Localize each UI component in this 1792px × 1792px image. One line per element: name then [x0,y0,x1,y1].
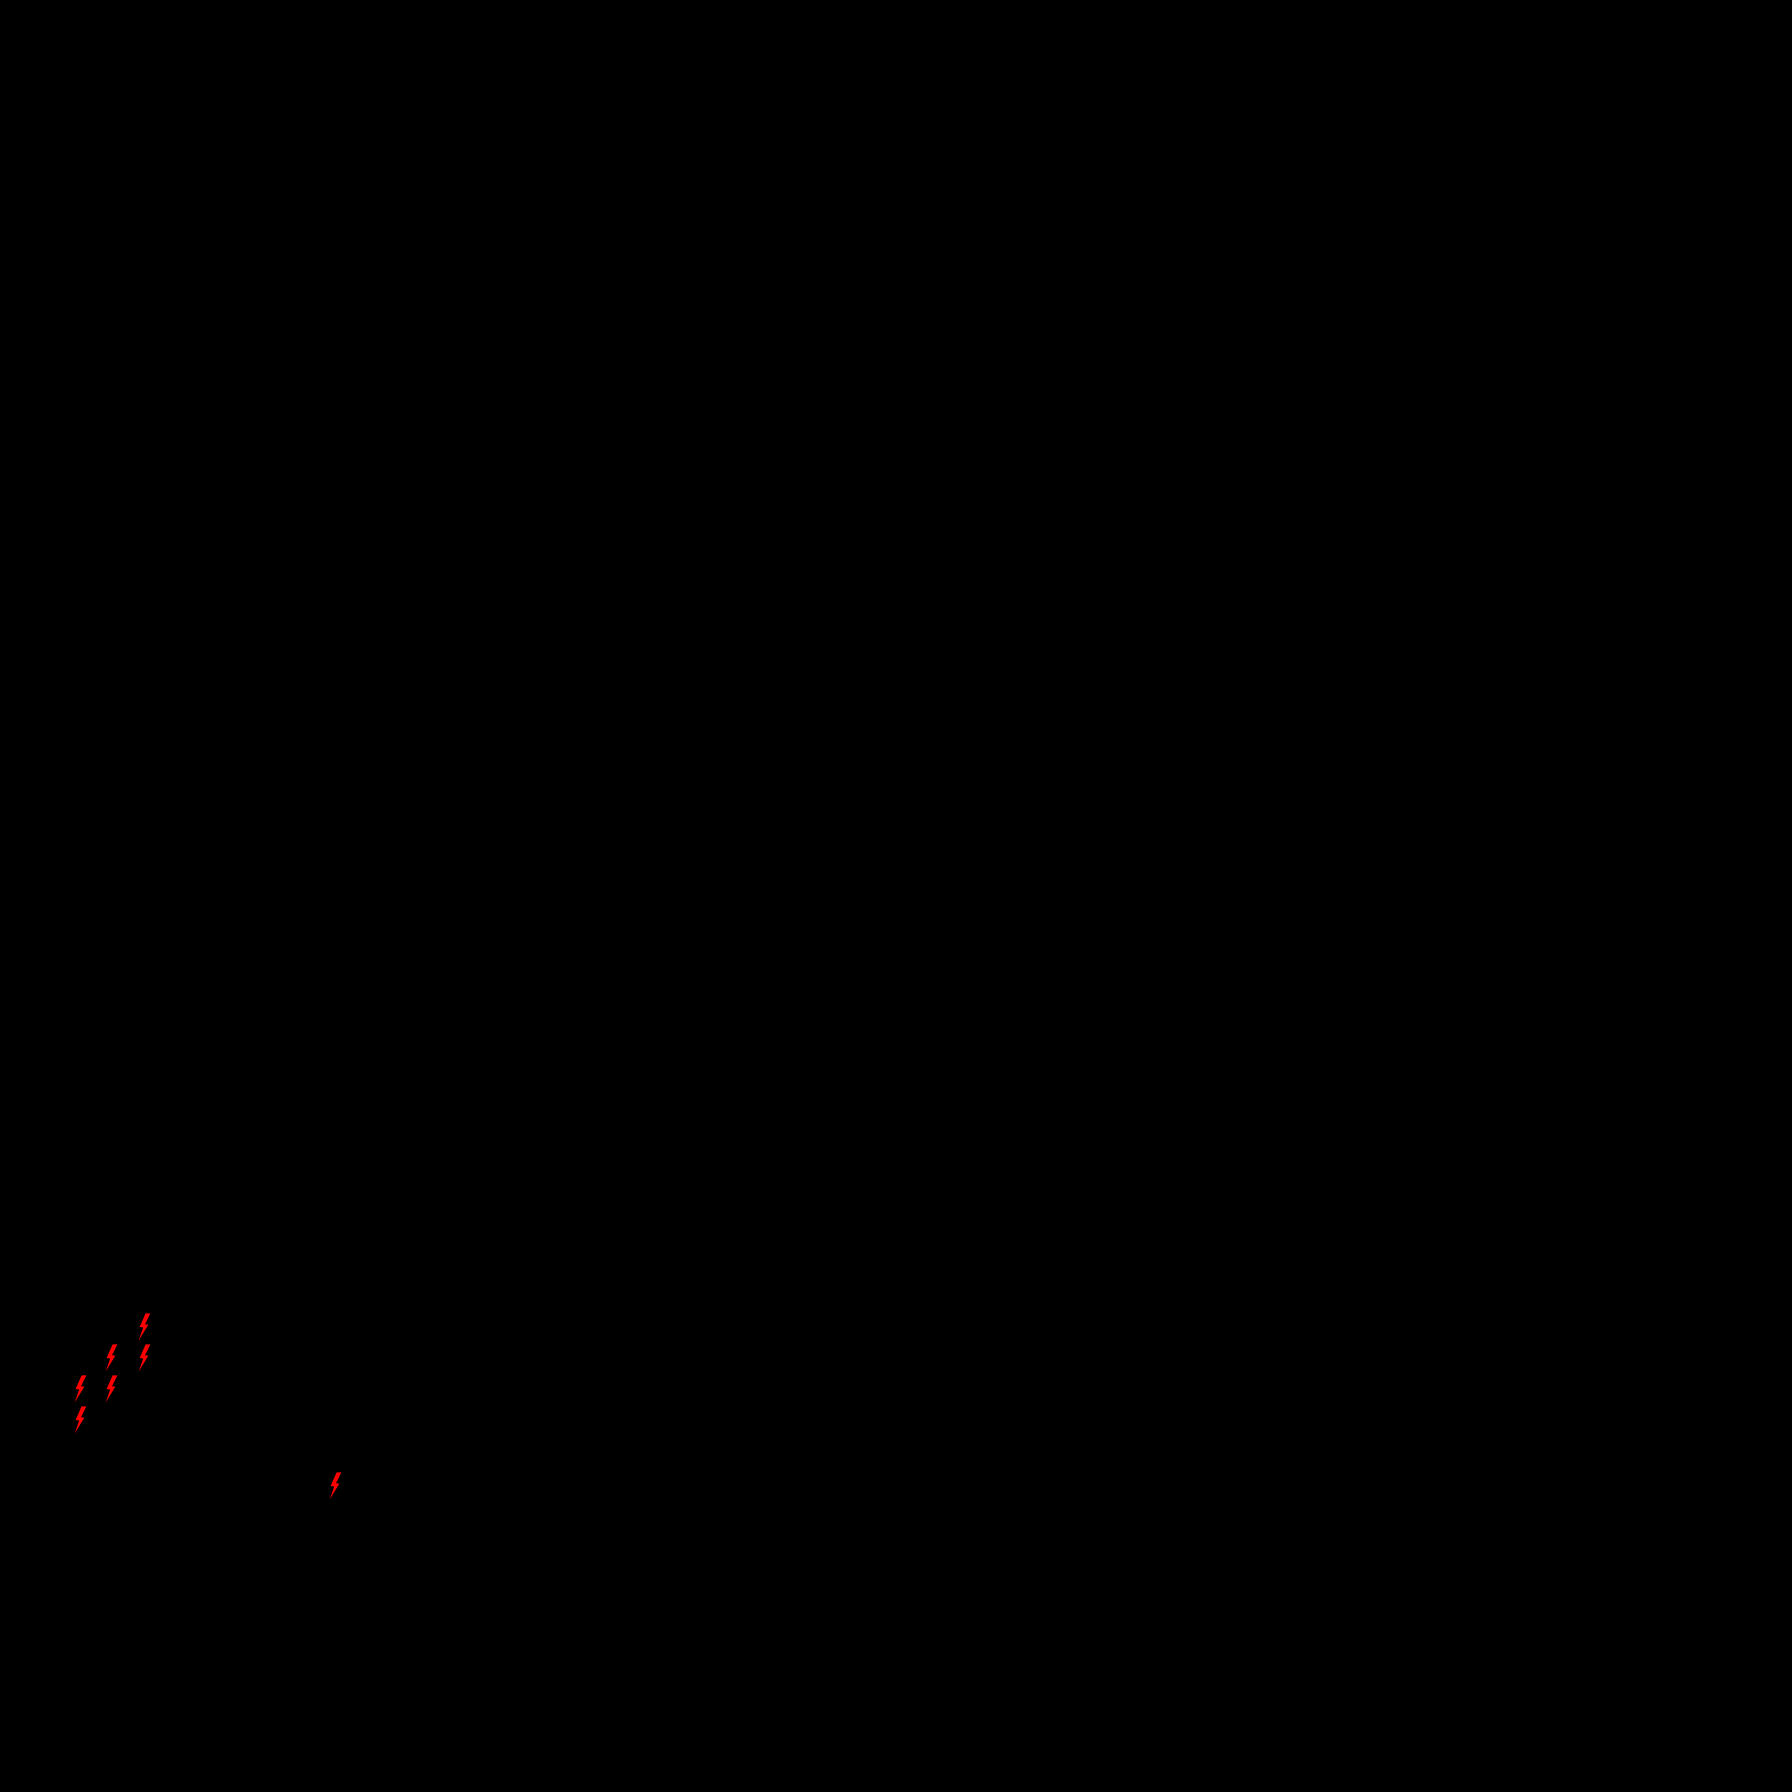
lightning-bolt-icon [105,1375,118,1403]
lightning-bolt-icon [138,1313,151,1341]
lightning-bolt-icon [74,1375,87,1403]
lightning-bolt-icon [329,1472,342,1500]
lightning-bolt-icon [74,1406,87,1434]
lightning-bolt-icon [105,1344,118,1372]
lightning-bolt-icon [138,1344,151,1372]
